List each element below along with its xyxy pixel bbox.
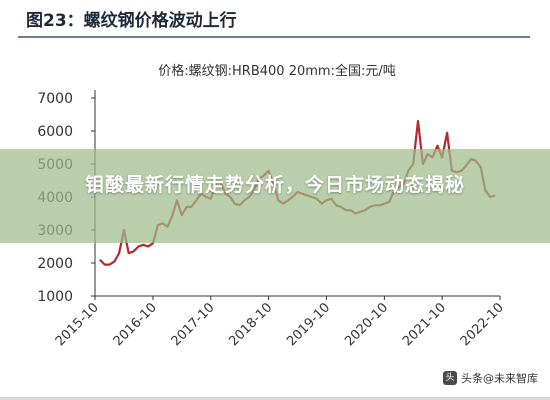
y-tick-label: 7000 bbox=[37, 91, 73, 107]
x-tick-label: 2016-10 bbox=[111, 300, 160, 349]
y-tick-label: 1000 bbox=[37, 289, 73, 305]
x-tick-label: 2021-10 bbox=[400, 300, 449, 349]
x-tick-label: 2018-10 bbox=[226, 300, 275, 349]
legend-label: 价格:螺纹钢:HRB400 20mm:全国:元/吨 bbox=[158, 63, 395, 79]
headline-text[interactable]: 钼酸最新行情走势分析，今日市场动态揭秘 bbox=[84, 174, 465, 196]
x-tick-label: 2020-10 bbox=[342, 300, 391, 349]
x-tick-label: 2017-10 bbox=[169, 300, 218, 349]
toutiao-logo-icon: 头 bbox=[443, 371, 457, 385]
y-tick-label: 2000 bbox=[37, 256, 73, 272]
figure-title: 图23：螺纹钢价格波动上行 bbox=[26, 11, 237, 31]
source-watermark: 头 头条@未来智库 bbox=[443, 370, 538, 386]
headline-banner[interactable]: 钼酸最新行情走势分析，今日市场动态揭秘 bbox=[0, 149, 550, 243]
x-tick-label: 2015-10 bbox=[53, 300, 102, 349]
x-tick-label: 2019-10 bbox=[284, 300, 333, 349]
title-divider bbox=[18, 36, 530, 38]
bottom-divider bbox=[0, 397, 550, 400]
x-tick-label: 2022-10 bbox=[458, 300, 507, 349]
watermark-text: 头条@未来智库 bbox=[461, 372, 538, 385]
y-tick-label: 6000 bbox=[37, 124, 73, 140]
